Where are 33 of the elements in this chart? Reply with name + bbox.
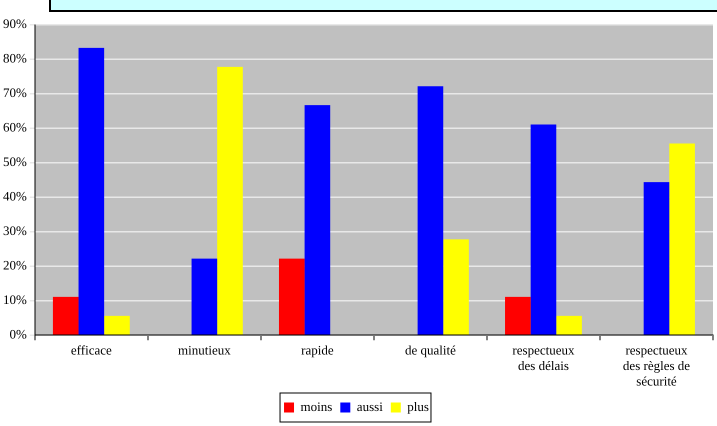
y-tick-label: 50% [2, 154, 27, 170]
y-tick-label: 30% [2, 223, 27, 238]
y-tick-label: 10% [2, 292, 27, 308]
bar [669, 143, 695, 334]
legend-label: plus [407, 398, 429, 414]
x-tick-label: minutieux [178, 342, 232, 358]
y-tick-label: 80% [2, 50, 27, 66]
bar [104, 316, 130, 334]
bar [556, 316, 582, 334]
y-tick-label: 90% [2, 16, 27, 32]
legend-label: aussi [356, 398, 384, 414]
x-tick-label: respectueux des règles de sécurité [622, 342, 690, 389]
bar [418, 86, 444, 334]
legend-label: moins [300, 398, 332, 414]
bar [78, 48, 104, 334]
y-tick-label: 70% [2, 85, 27, 100]
y-tick-label: 20% [2, 258, 27, 273]
x-tick-label: rapide [301, 342, 334, 358]
y-tick-label: 0% [9, 326, 27, 342]
bar [443, 239, 469, 334]
bar [530, 124, 556, 334]
bar [644, 182, 670, 334]
bar [192, 258, 218, 334]
bar [52, 296, 79, 334]
bar [505, 296, 531, 334]
y-tick-label: 40% [2, 188, 27, 204]
x-tick-label: de qualité [404, 342, 456, 358]
bar [217, 66, 243, 334]
bar [304, 105, 330, 334]
x-tick-label: efficace [70, 342, 112, 358]
bar [278, 258, 305, 334]
x-tick-label: respectueux des délais [512, 342, 575, 374]
y-tick-label: 60% [2, 120, 27, 135]
